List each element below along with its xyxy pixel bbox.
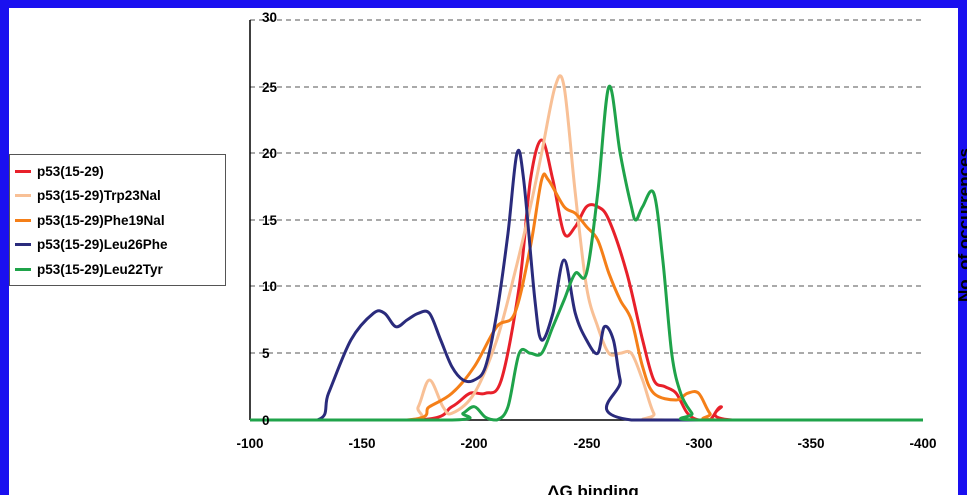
legend-label: p53(15-29)	[37, 163, 104, 179]
legend-label: p53(15-29)Leu22Tyr	[37, 261, 163, 277]
series-line-1	[249, 74, 923, 422]
x-tick-label-neg100: -100	[236, 436, 263, 451]
legend-swatch	[15, 218, 31, 222]
legend-item-trp23nal: p53(15-29)Trp23Nal	[10, 184, 225, 209]
y-tick-label-20: 20	[262, 146, 277, 161]
legend-label: p53(15-29)Trp23Nal	[37, 188, 161, 204]
y-tick-label-25: 25	[262, 80, 278, 95]
legend-swatch	[15, 267, 31, 271]
legend-item-phe19nal: p53(15-29)Phe19Nal	[10, 208, 225, 233]
y-tick-label-5: 5	[262, 346, 270, 361]
x-axis-title: ΔG binding	[547, 482, 639, 495]
legend: p53(15-29) p53(15-29)Trp23Nal p53(15-29)…	[9, 154, 226, 286]
legend-label: p53(15-29)Leu26Phe	[37, 237, 168, 253]
legend-swatch	[15, 243, 31, 247]
y-tick-label-30: 30	[262, 10, 277, 25]
x-tick-label-neg250: -250	[573, 436, 600, 451]
x-tick-label-neg150: -150	[348, 436, 375, 451]
x-tick-label-neg300: -300	[685, 436, 712, 451]
x-tick-label-neg350: -350	[797, 436, 824, 451]
series-line-3	[249, 148, 923, 422]
y-tick-label-10: 10	[262, 279, 277, 294]
y-tick-label-0: 0	[262, 413, 270, 428]
y-tick-label-15: 15	[262, 213, 278, 228]
series-group	[249, 74, 923, 422]
legend-item-leu22tyr: p53(15-29)Leu22Tyr	[10, 257, 225, 282]
legend-item-leu26phe: p53(15-29)Leu26Phe	[10, 233, 225, 258]
x-tick-label-neg400: -400	[909, 436, 936, 451]
series-line-2	[249, 172, 923, 422]
y-axis-title: No. of occurrences	[955, 148, 967, 302]
legend-swatch	[15, 169, 31, 173]
x-tick-label-neg200: -200	[460, 436, 487, 451]
legend-item-p53: p53(15-29)	[10, 159, 225, 184]
legend-label: p53(15-29)Phe19Nal	[37, 212, 165, 228]
legend-swatch	[15, 194, 31, 198]
series-line-4	[249, 84, 923, 422]
